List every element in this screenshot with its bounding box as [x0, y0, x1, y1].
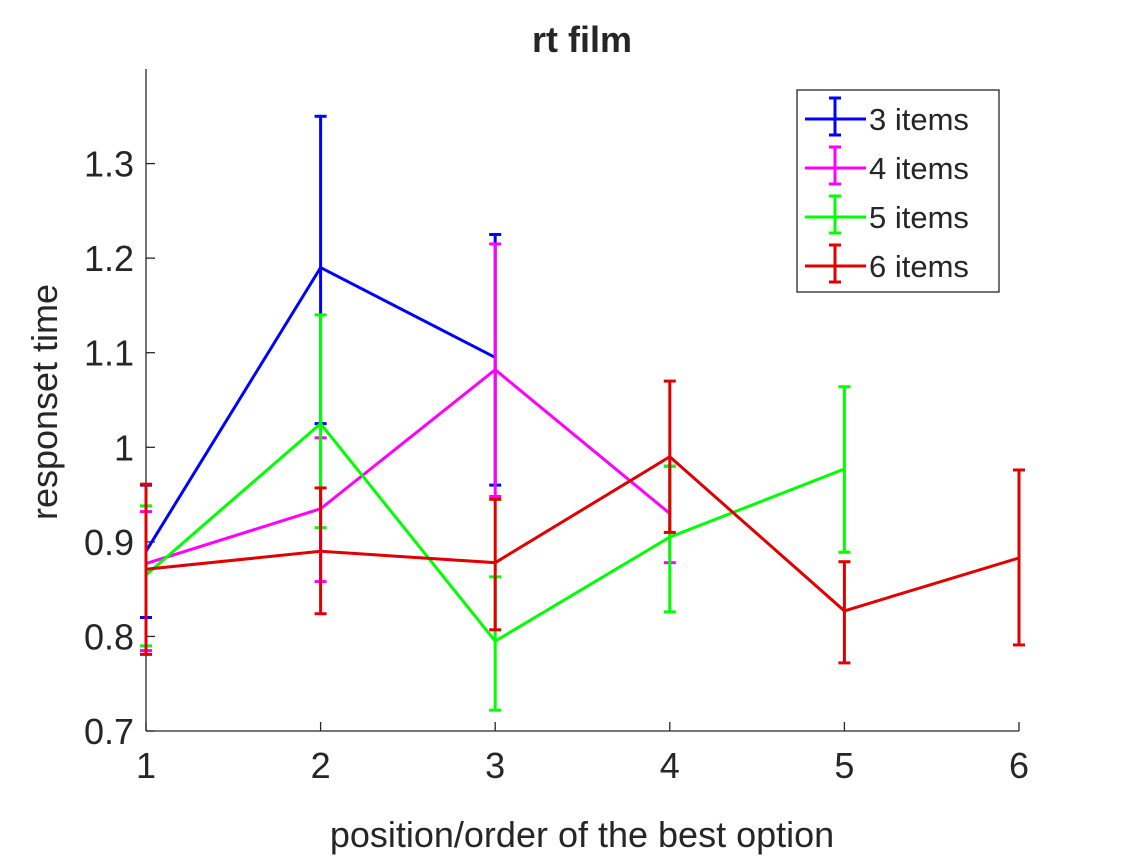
x-tick-label: 6	[1009, 745, 1029, 786]
y-tick-label: 0.9	[84, 522, 134, 563]
y-axis-label: responset time	[24, 284, 65, 520]
legend-label: 3 items	[869, 102, 969, 137]
chart-title: rt film	[532, 19, 632, 60]
legend-label: 5 items	[869, 200, 969, 235]
y-tick-label: 1.1	[84, 333, 134, 374]
y-tick-label: 0.8	[84, 616, 134, 657]
y-tick-label: 1.2	[84, 238, 134, 279]
x-tick-label: 3	[485, 745, 505, 786]
axes: 1 2 3 4 5 6 0.7 0.8 0.9 1 1.1 1.2 1.3	[84, 69, 1029, 786]
x-tick-label: 2	[311, 745, 331, 786]
legend-item: 4 items	[805, 145, 969, 186]
legend-box	[796, 89, 1000, 293]
legend-item: 5 items	[805, 194, 969, 235]
x-tick-label: 5	[834, 745, 854, 786]
x-tick-label: 1	[136, 745, 156, 786]
legend-label: 4 items	[869, 151, 969, 186]
series-line	[145, 367, 671, 566]
legend-label: 6 items	[869, 249, 969, 284]
x-tick-label: 4	[660, 745, 680, 786]
series-4	[140, 379, 1025, 665]
series-2	[140, 242, 676, 653]
legend-item: 3 items	[805, 96, 969, 137]
y-tick-label: 0.7	[84, 711, 134, 752]
x-axis-label: position/order of the best option	[330, 814, 834, 855]
plot-area	[140, 114, 1025, 712]
legend-item: 6 items	[805, 243, 969, 284]
series-line	[145, 454, 1020, 613]
y-tick-label: 1	[114, 427, 134, 468]
legend: 3 items 4 items 5 items 6 items	[796, 89, 1000, 293]
y-tick-label: 1.3	[84, 144, 134, 185]
